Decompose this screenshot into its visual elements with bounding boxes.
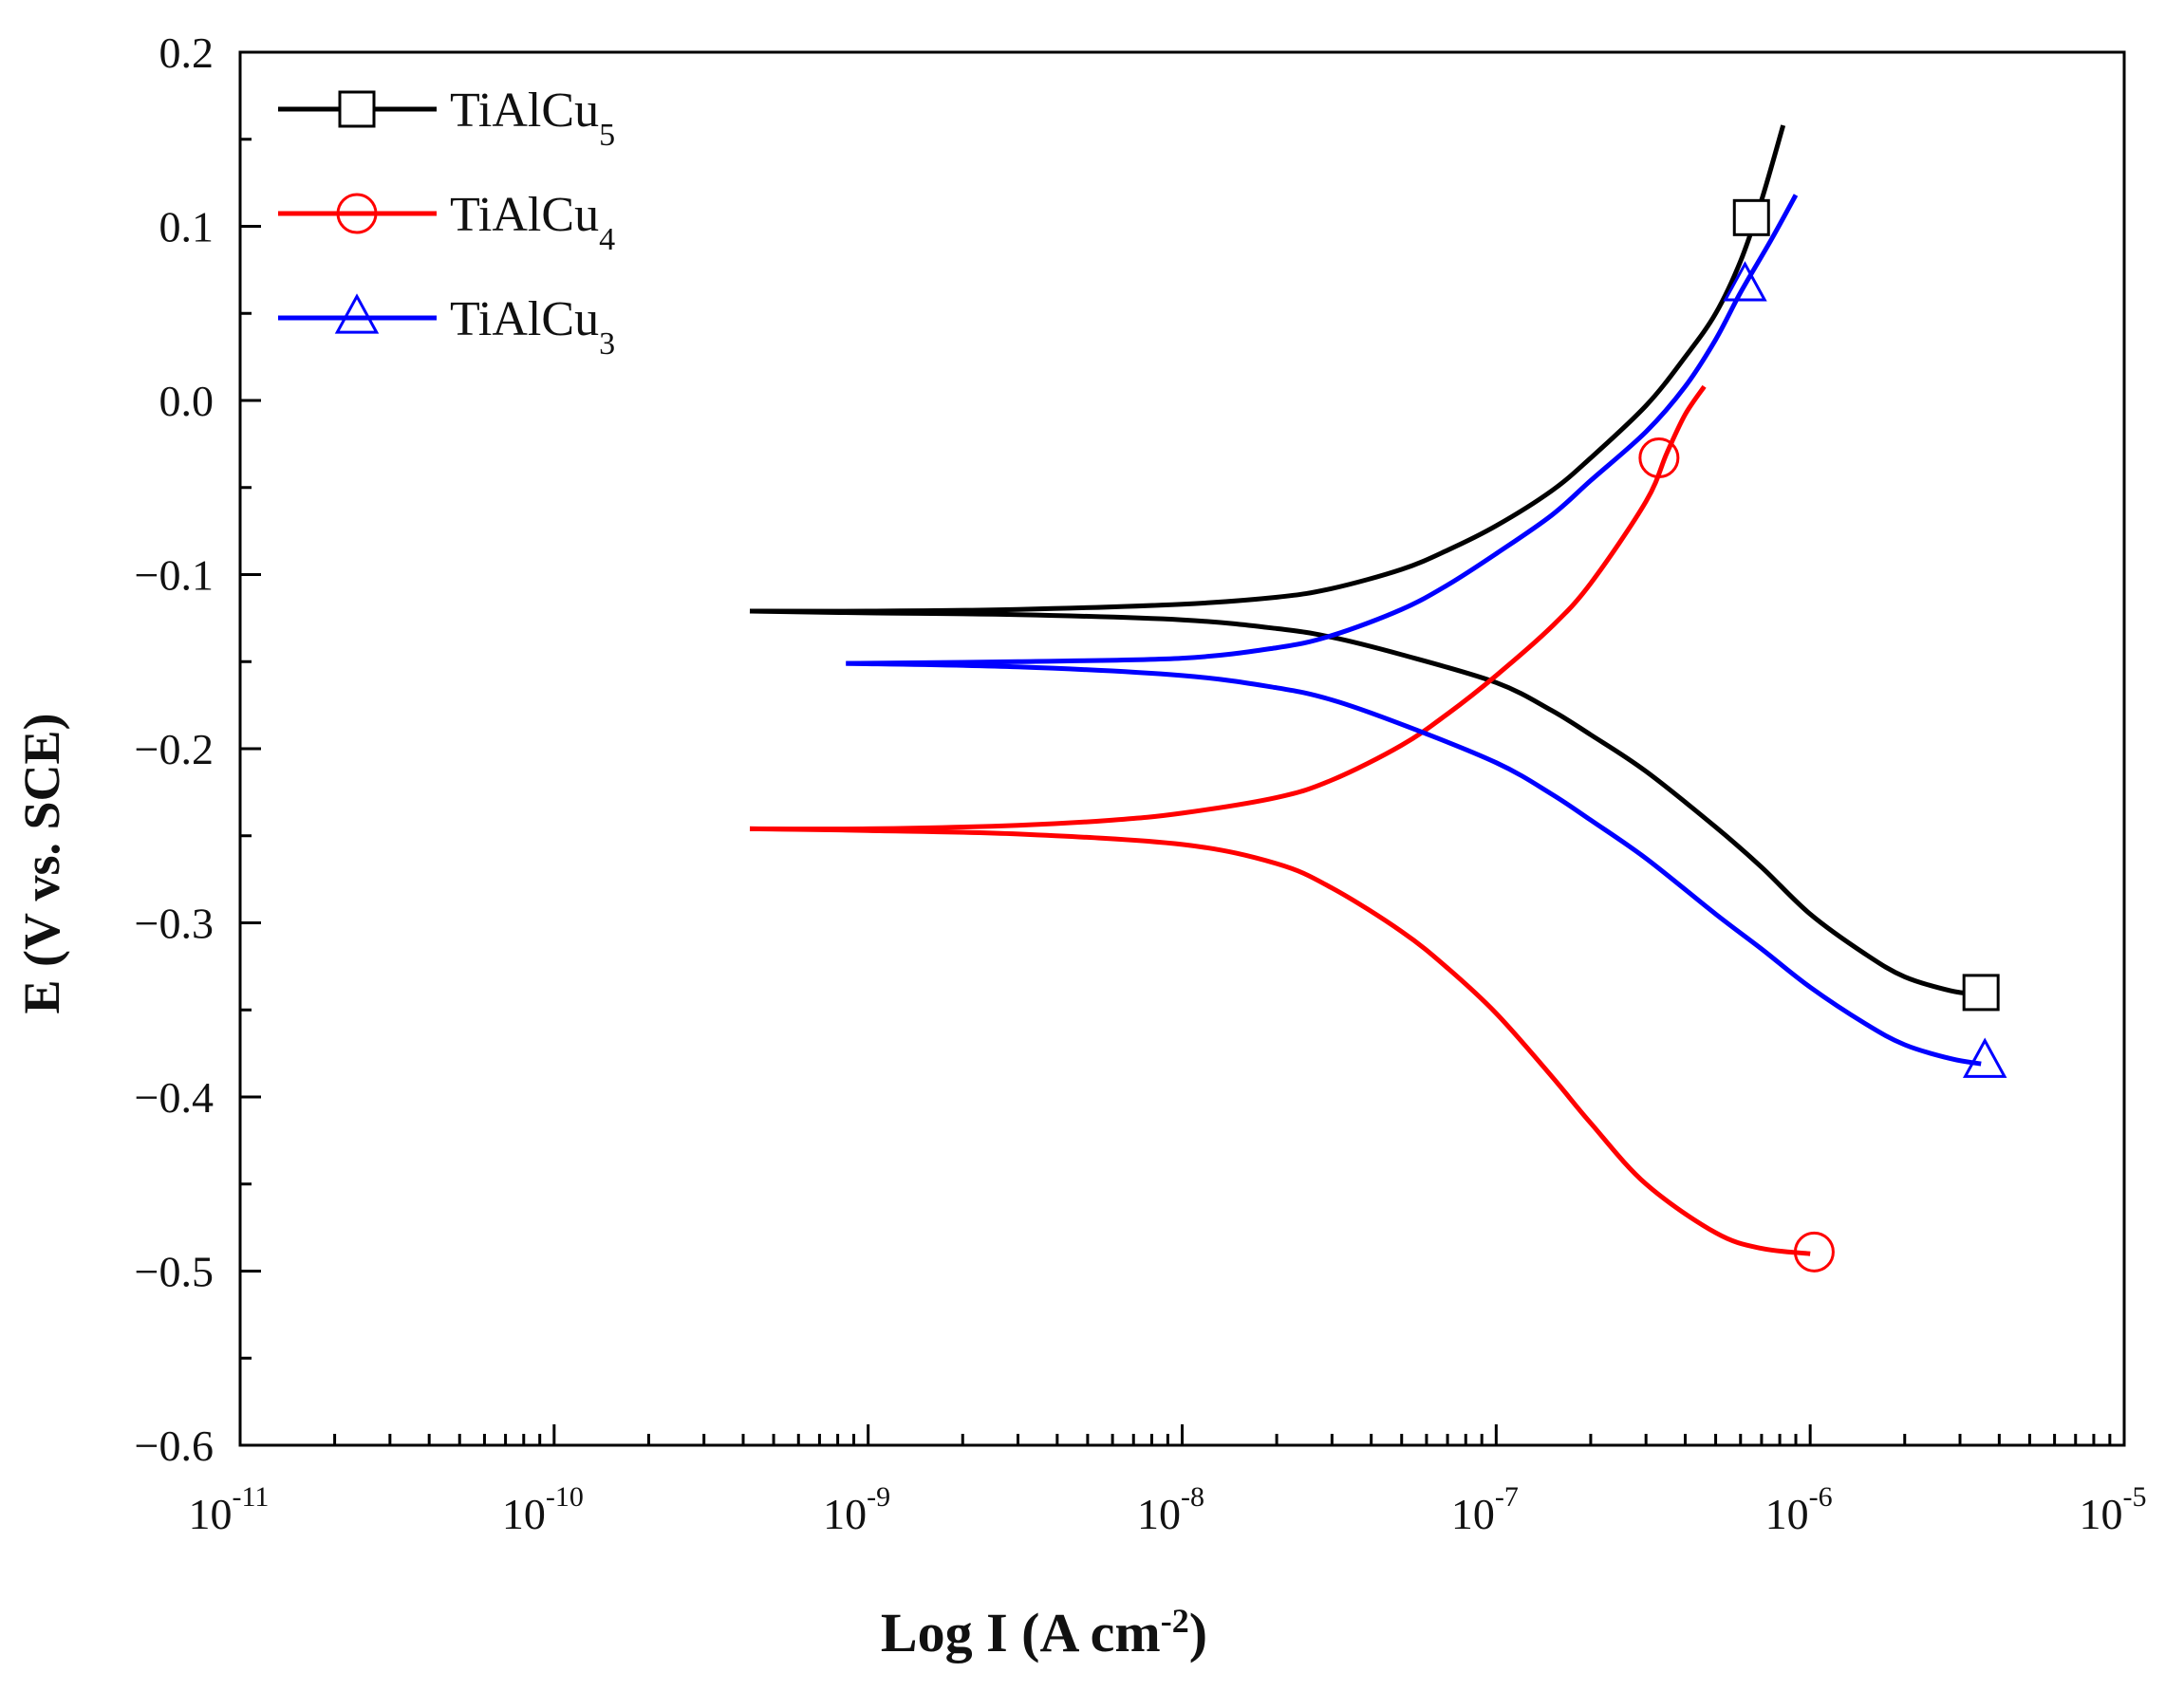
square-marker [1732, 198, 1770, 236]
x-tick-label: 10-10 [502, 1481, 584, 1538]
circle-marker [1638, 437, 1680, 479]
y-tick-label: −0.6 [135, 1422, 214, 1470]
legend-entry: TiAlCu5 [278, 84, 615, 153]
y-axis-title: E (V vs. SCE) [13, 713, 70, 1013]
x-tick-label: 10-7 [1451, 1481, 1519, 1538]
legend-triangle-marker [334, 293, 380, 334]
triangle-marker [1723, 261, 1767, 302]
series-tialcu3 [846, 194, 2007, 1078]
axis-frame [238, 50, 2126, 1447]
series-tialcu4 [749, 384, 1835, 1273]
cathodic-branch-line [749, 826, 1811, 1256]
x-axis-title-exponent: -2 [1161, 1602, 1189, 1640]
plot-area [238, 50, 2126, 1447]
y-tick-label: −0.3 [135, 900, 214, 948]
circle-marker [1793, 1231, 1835, 1273]
square-marker [1962, 974, 2000, 1012]
anodic-branch-line [749, 384, 1707, 832]
x-axis-title-end: ) [1189, 1602, 1207, 1663]
legend-entry: TiAlCu4 [278, 188, 615, 257]
x-tick-label: 10-11 [189, 1481, 270, 1538]
legend: TiAlCu5 TiAlCu4 TiAlCu3 [278, 84, 615, 362]
anodic-branch-line [749, 124, 1786, 614]
triangle-marker [1962, 1037, 2007, 1078]
cathodic-branch-line [749, 608, 1978, 997]
x-tick-label: 10-5 [2080, 1481, 2147, 1538]
y-tick-label: −0.5 [135, 1248, 214, 1296]
y-tick-label: −0.4 [135, 1073, 214, 1122]
x-tick-label: 10-8 [1137, 1481, 1204, 1538]
legend-square-marker [338, 90, 376, 128]
legend-label: TiAlCu4 [450, 188, 615, 257]
y-tick-label: 0.1 [159, 203, 215, 251]
cathodic-branch-line [846, 660, 1982, 1067]
x-tick-label: 10-6 [1765, 1481, 1833, 1538]
x-axis-title: Log I (A cm-2) [881, 1602, 1207, 1663]
legend-circle-marker [336, 193, 378, 234]
series-tialcu5 [749, 124, 2000, 1012]
x-axis-title-main: Log I (A cm [881, 1602, 1161, 1663]
anodic-branch-line [846, 194, 1799, 666]
y-tick-label: −0.1 [135, 551, 214, 600]
legend-label: TiAlCu5 [450, 84, 615, 153]
y-tick-label: 0.0 [159, 377, 215, 425]
y-tick-label: 0.2 [159, 28, 215, 77]
tick-labels: 0.2 0.1 0.0 −0.1 −0.2 −0.3 −0.4 −0.5 −0.6 10-11 10… [135, 28, 2147, 1538]
y-tick-label: −0.2 [135, 725, 214, 773]
legend-label: TiAlCu3 [450, 292, 615, 362]
axis-ticks [238, 50, 2126, 1447]
x-tick-label: 10-9 [823, 1481, 890, 1538]
legend-entry: TiAlCu3 [278, 292, 615, 362]
